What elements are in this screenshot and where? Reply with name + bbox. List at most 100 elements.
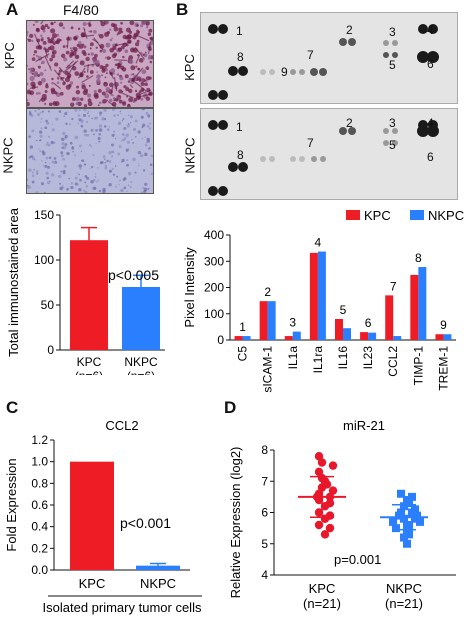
ihc-stain-dot bbox=[106, 56, 111, 60]
blot-spot-number: 2 bbox=[346, 23, 353, 37]
ihc-nucleus-dot bbox=[150, 172, 153, 176]
blot-spot bbox=[269, 69, 275, 75]
blot-spot bbox=[339, 38, 347, 46]
ihc-nucleus-dot bbox=[89, 167, 91, 170]
ihc-stain-dot bbox=[87, 53, 90, 56]
panel-letter-a: A bbox=[6, 0, 19, 19]
ihc-nucleus-dot bbox=[68, 123, 71, 126]
ihc-nucleus-dot bbox=[106, 128, 110, 131]
ihc-stain-dot bbox=[54, 21, 56, 24]
ihc-stain-dot bbox=[116, 66, 120, 70]
ihc-stain-dot bbox=[140, 81, 145, 86]
chart-c-y-tick-label: 0.6 bbox=[31, 498, 48, 512]
chart-b-category-label: TREM-1 bbox=[436, 346, 450, 391]
ihc-stain-strand bbox=[87, 21, 92, 25]
ihc-stain-dot bbox=[105, 86, 111, 92]
chart-d-scatter: 45678miR-21KPC(n=21)NKPC(n=21)p=0.001Rel… bbox=[228, 418, 456, 611]
ihc-nucleus-dot bbox=[77, 114, 80, 117]
ihc-stain-dot bbox=[51, 22, 54, 25]
ihc-stain-dot bbox=[99, 49, 103, 53]
ihc-stain-dot bbox=[118, 99, 123, 104]
ihc-nucleus-dot bbox=[62, 158, 66, 161]
ihc-nucleus-dot bbox=[61, 146, 64, 150]
ihc-nucleus-dot bbox=[64, 143, 68, 146]
ihc-stain-dot bbox=[102, 98, 107, 104]
chart-d-category-label: (n=21) bbox=[385, 596, 423, 611]
ihc-stain-dot bbox=[137, 67, 140, 71]
ihc-stain-dot bbox=[148, 28, 153, 33]
ihc-stain-dot bbox=[117, 47, 122, 52]
ihc-stain-dot bbox=[106, 99, 109, 102]
ihc-stain-dot bbox=[44, 23, 49, 28]
ihc-nucleus-dot bbox=[58, 174, 62, 179]
ihc-nucleus-dot bbox=[131, 139, 133, 141]
ihc-nucleus-dot bbox=[80, 125, 83, 128]
blot-spot bbox=[208, 120, 218, 130]
ihc-nucleus-dot bbox=[93, 117, 97, 120]
chart-c-y-tick-label: 1.2 bbox=[31, 433, 48, 447]
ihc-stain-dot bbox=[52, 42, 56, 46]
ihc-nucleus-dot bbox=[84, 190, 88, 193]
ihc-stain-dot bbox=[142, 53, 145, 56]
ihc-nucleus-dot bbox=[33, 168, 36, 171]
ihc-stain-dot bbox=[112, 45, 117, 51]
ihc-nucleus-dot bbox=[111, 155, 114, 158]
ihc-nucleus-dot bbox=[34, 159, 36, 161]
chart-b-category-label: CCL2 bbox=[386, 346, 400, 377]
ihc-nucleus-dot bbox=[42, 165, 45, 167]
ihc-stain-dot bbox=[117, 31, 121, 35]
ihc-stain-strand bbox=[135, 54, 141, 64]
chart-b-bar-number: 8 bbox=[415, 251, 422, 265]
ihc-nucleus-dot bbox=[129, 115, 133, 119]
ihc-nucleus-dot bbox=[125, 133, 130, 138]
ihc-nucleus-dot bbox=[69, 141, 73, 145]
ihc-nucleus-dot bbox=[47, 143, 51, 147]
ihc-nucleus-dot bbox=[38, 148, 40, 150]
ihc-nucleus-dot bbox=[78, 144, 82, 148]
chart-a-bar bbox=[70, 240, 108, 350]
ihc-nucleus-dot bbox=[87, 110, 90, 113]
ihc-nucleus-dot bbox=[126, 140, 130, 144]
ihc-nucleus-dot bbox=[111, 109, 116, 111]
ihc-stain-dot bbox=[119, 76, 124, 81]
ihc-nucleus-dot bbox=[121, 133, 125, 136]
ihc-nucleus-dot bbox=[49, 162, 51, 165]
chart-b-bar-kpc bbox=[335, 319, 343, 340]
ihc-nucleus-dot bbox=[27, 178, 29, 182]
ihc-stain-dot bbox=[96, 74, 101, 80]
ihc-stain-dot bbox=[27, 30, 29, 34]
blot-spot bbox=[392, 140, 398, 146]
ihc-stain-strand bbox=[83, 27, 88, 39]
ihc-nucleus-dot bbox=[39, 134, 43, 138]
chart-b-bar-number: 5 bbox=[340, 303, 347, 317]
ihc-stain-dot bbox=[31, 39, 34, 43]
ihc-stain-dot bbox=[120, 81, 123, 84]
ihc-stain-dot bbox=[35, 92, 39, 95]
ihc-stain-dot bbox=[27, 38, 32, 43]
ihc-stain-strand bbox=[68, 61, 77, 75]
ihc-stain-dot bbox=[62, 26, 66, 30]
ihc-nucleus-dot bbox=[79, 178, 82, 182]
blot-spot bbox=[417, 125, 429, 137]
ihc-row-label-nkpc: NKPC bbox=[0, 137, 16, 174]
chart-b-y-tick-label: 400 bbox=[204, 228, 224, 242]
chart-b-bar-number: 7 bbox=[390, 279, 397, 293]
ihc-nucleus-dot bbox=[46, 180, 51, 185]
ihc-nucleus-dot bbox=[103, 125, 107, 128]
ihc-nucleus-dot bbox=[148, 127, 152, 130]
ihc-nucleus-dot bbox=[68, 177, 71, 180]
ihc-stain-dot bbox=[114, 98, 119, 102]
ihc-stain-dot bbox=[149, 37, 153, 40]
blot-spot bbox=[319, 68, 327, 76]
ihc-nucleus-dot bbox=[120, 140, 123, 142]
ihc-nucleus-dot bbox=[102, 155, 106, 158]
blot-spot bbox=[218, 24, 228, 34]
chart-b-bar-kpc bbox=[435, 334, 444, 340]
ihc-stain-dot bbox=[66, 75, 71, 79]
blot-spot bbox=[238, 66, 248, 76]
ihc-nucleus-dot bbox=[116, 175, 119, 178]
ihc-nucleus-dot bbox=[74, 109, 78, 112]
ihc-nucleus-dot bbox=[90, 165, 94, 169]
ihc-row-label-kpc: KPC bbox=[1, 42, 17, 69]
ihc-stain-dot bbox=[113, 72, 115, 75]
